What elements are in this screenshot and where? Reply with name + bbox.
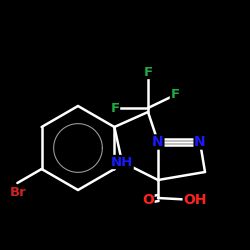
Text: F: F: [110, 102, 120, 114]
Text: F: F: [170, 88, 179, 102]
Text: F: F: [144, 66, 152, 78]
Text: N: N: [152, 135, 164, 149]
Text: N: N: [194, 135, 206, 149]
Text: Br: Br: [10, 186, 26, 200]
Text: OH: OH: [183, 193, 207, 207]
Text: O: O: [142, 193, 154, 207]
Text: NH: NH: [111, 156, 133, 168]
